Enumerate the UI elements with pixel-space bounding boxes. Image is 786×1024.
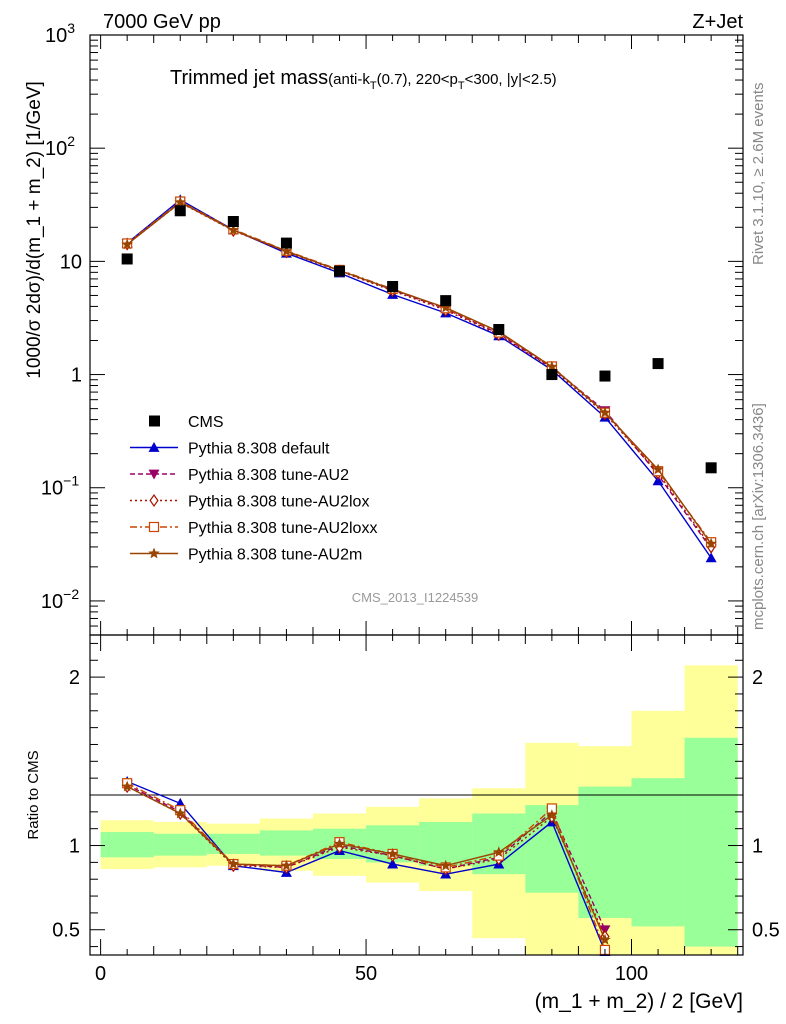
main-axis-ticks: 10−2 10−1 1 10 102 103 <box>41 20 743 636</box>
main-y-tick-label: 10−2 <box>41 586 79 613</box>
main-plot-panel: 10−2 10−1 1 10 102 103 Trimmed jet mass(anti-… <box>24 20 744 636</box>
band-inner <box>631 778 685 927</box>
legend-marker <box>148 521 160 533</box>
ratio-y-tick-label: 0.5 <box>52 920 80 942</box>
cms-point <box>440 295 452 307</box>
series-point <box>440 301 452 313</box>
legend-label: Pythia 8.308 tune-AU2lox <box>188 494 369 511</box>
cms-point <box>705 462 717 474</box>
cms-point <box>334 265 346 277</box>
header-left-label: 7000 GeV pp <box>103 11 221 33</box>
cms-point <box>546 369 558 381</box>
ratio-series-point <box>546 809 558 821</box>
rivet-label: Rivet 3.1.10, ≥ 2.6M events <box>750 83 767 266</box>
legend-marker <box>148 469 160 480</box>
x-tick-label: 0 <box>95 963 106 985</box>
cms-point <box>493 324 505 336</box>
series-point <box>546 360 558 372</box>
ratio-plot-frame <box>89 634 744 956</box>
series-line <box>126 201 712 548</box>
series-point <box>705 552 717 563</box>
ratio-series-point <box>280 859 293 871</box>
series-line <box>126 201 712 545</box>
band-inner <box>153 833 207 856</box>
header-right-label: Z+Jet <box>692 11 743 33</box>
main-y-tick-label: 102 <box>45 133 75 160</box>
series-point <box>280 245 293 256</box>
band-inner <box>100 832 154 858</box>
ratio-y-tick-label-right: 0.5 <box>752 920 780 942</box>
cms-point <box>121 253 133 265</box>
legend-marker <box>149 493 159 508</box>
main-y-axis-label: 1000/σ 2dσ)/d(m_1 + m_2) [1/GeV] <box>24 81 45 379</box>
ratio-y-tick-label: 2 <box>69 667 80 689</box>
x-tick-label: 50 <box>355 963 377 985</box>
ratio-y-tick-label: 1 <box>69 836 80 858</box>
legend-label: Pythia 8.308 tune-AU2loxx <box>188 520 377 537</box>
chart-title: Trimmed jet mass(anti-kT(0.7), 220<pT<30… <box>170 67 557 92</box>
legend-marker <box>148 442 160 452</box>
ratio-series-point <box>121 780 133 792</box>
ratio-series-group <box>121 776 611 957</box>
main-y-tick-label: 10−1 <box>41 473 79 500</box>
legend-cms-label: CMS <box>188 414 224 431</box>
cms-data-points <box>121 205 717 474</box>
legend-label: Pythia 8.308 tune-AU2m <box>188 547 362 564</box>
legend-label: Pythia 8.308 tune-AU2 <box>188 467 349 484</box>
cms-point <box>280 237 292 249</box>
ratio-series-point <box>174 807 186 819</box>
cms-uncertainty-bands <box>100 665 738 955</box>
ratio-series-point <box>227 858 239 869</box>
ratio-series-point <box>333 837 346 849</box>
legend: CMS Pythia 8.308 default Pythia 8.308 tune… <box>130 414 377 564</box>
ratio-series-line <box>126 780 606 952</box>
series-point <box>599 406 611 418</box>
ratio-y-axis-label: Ratio to CMS <box>25 750 42 839</box>
main-y-tick-label: 1 <box>71 365 82 387</box>
ratio-series-point <box>599 933 611 945</box>
band-inner <box>578 786 632 918</box>
ratio-series-point <box>440 859 452 871</box>
legend-cms-marker <box>149 415 160 427</box>
ratio-series-pythia-8-308-tune-au2m <box>121 780 611 945</box>
series-point <box>227 224 239 235</box>
legend-marker <box>148 547 160 559</box>
ratio-series-point <box>493 846 505 858</box>
analysis-watermark: CMS_2013_I1224539 <box>352 590 479 605</box>
mcplots-label: mcplots.cern.ch [arXiv:1306.3436] <box>750 403 767 630</box>
cms-point <box>174 205 186 217</box>
main-y-tick-label: 10 <box>60 251 82 273</box>
band-inner <box>419 821 473 866</box>
series-point <box>705 537 717 549</box>
ratio-series-point <box>386 847 399 859</box>
x-tick-label: 100 <box>615 963 648 985</box>
cms-point <box>227 216 239 228</box>
band-inner <box>684 737 738 947</box>
ratio-series-point <box>387 858 399 869</box>
series-point <box>174 196 186 208</box>
series-point <box>652 463 664 475</box>
band-inner <box>259 830 313 856</box>
ratio-series-line <box>126 785 606 941</box>
ratio-series-line <box>126 782 606 951</box>
x-axis-label: (m_1 + m_2) / 2 [GeV] <box>535 990 743 1013</box>
ratio-axis-ticks: 0.5 0.5 1 1 2 2 0 50 100 <box>52 635 780 985</box>
ratio-plot-panel: 0.5 0.5 1 1 2 2 0 50 100 Ratio to CMS (m_1 + m_2… <box>25 634 780 1013</box>
cms-point <box>387 280 399 292</box>
cms-point <box>652 358 664 370</box>
series-point <box>121 238 133 250</box>
cms-point <box>599 370 611 382</box>
legend-label: Pythia 8.308 default <box>188 441 330 458</box>
ratio-y-tick-label-right: 1 <box>752 836 763 858</box>
main-y-tick-label: 103 <box>45 20 75 47</box>
band-inner <box>206 833 260 854</box>
ratio-y-tick-label-right: 2 <box>752 667 763 689</box>
